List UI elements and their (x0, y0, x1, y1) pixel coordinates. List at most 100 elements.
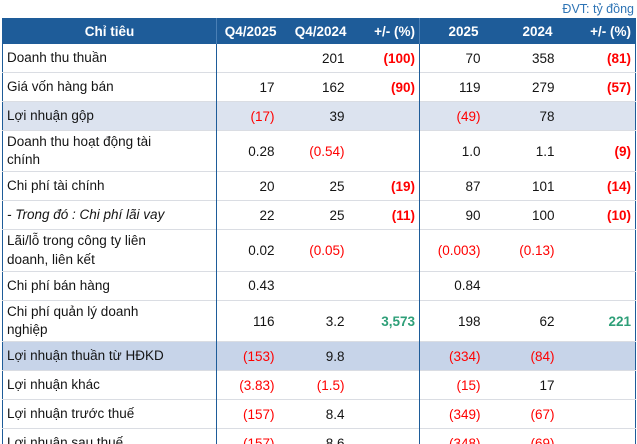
value-cell: (1.5) (290, 370, 361, 400)
row-label: Chi phí bán hàng (2, 270, 217, 301)
value-cell: 87 (419, 171, 493, 201)
value-cell: (9) (566, 129, 636, 172)
row-label: - Trong đó : Chi phí lãi vay (2, 200, 217, 230)
value-cell: (67) (492, 399, 567, 429)
value-cell: 198 (419, 299, 493, 342)
value-cell (566, 101, 636, 131)
value-cell: 78 (492, 101, 567, 131)
header-2024: 2024 (492, 18, 567, 44)
value-cell (360, 229, 420, 272)
value-cell (566, 428, 636, 444)
row-label: Doanh thu hoạt động tài chính (2, 129, 217, 172)
value-cell: 221 (566, 299, 636, 342)
row-label: Lợi nhuận khác (2, 370, 217, 400)
value-cell: (0.13) (492, 229, 567, 272)
value-cell: (3.83) (216, 370, 291, 400)
unit-label: ĐVT: tỷ đồng (562, 2, 634, 16)
value-cell: 201 (321, 50, 345, 66)
value-cell (566, 399, 636, 429)
value-cell: 8.4 (290, 399, 361, 429)
financial-results-table: Chỉ tiêu Q4/2025 Q4/2024 +/- (%) 2025 20… (2, 18, 636, 444)
value-cell: 358 (531, 50, 555, 66)
value-cell: (0.54) (290, 129, 361, 172)
row-label: Lãi/lỗ trong công ty liên doanh, liên kế… (2, 229, 217, 272)
table-row: Lợi nhuận gộp (17) 39 (49) 78 (2, 101, 636, 131)
value-cell: 20 (216, 171, 291, 201)
row-label: Lợi nhuận gộp (2, 101, 217, 131)
value-cell: 1.1 (492, 129, 567, 172)
table-row: Lãi/lỗ trong công ty liên doanh, liên kế… (2, 229, 636, 272)
header-chi-tieu: Chỉ tiêu (2, 18, 217, 44)
value-cell: 3,573 (360, 299, 420, 342)
value-cell: (157) (216, 399, 291, 429)
value-cell: 100 (492, 200, 567, 230)
value-cell: (84) (492, 341, 567, 371)
value-cell: (334) (419, 341, 493, 371)
row-label: Giá vốn hàng bán (2, 72, 217, 102)
value-cell (360, 101, 420, 131)
value-cell: 1.0 (419, 129, 493, 172)
table-header: Chỉ tiêu Q4/2025 Q4/2024 +/- (%) 2025 20… (2, 18, 636, 44)
value-cell (360, 399, 420, 429)
value-cell: 0.43 (216, 270, 291, 301)
table-body: Doanh thu thuần 201 (100) 70 358 (81) Giá vốn … (2, 44, 636, 444)
table-row: Lợi nhuận sau thuế (157) 8.6 (348) (69) (2, 428, 636, 444)
row-label: Chi phí tài chính (2, 171, 217, 201)
value-cell (290, 270, 361, 301)
value-cell: 116 (216, 299, 291, 342)
value-cell: 62 (492, 299, 567, 342)
row-label: Lợi nhuận sau thuế (2, 428, 217, 444)
value-cell: 39 (290, 101, 361, 131)
value-cell: 0.28 (216, 129, 291, 172)
value-cell (360, 370, 420, 400)
value-cell (566, 270, 636, 301)
value-cell: (348) (419, 428, 493, 444)
table-row: Giá vốn hàng bán 17 162 (90) 119 279 (57) (2, 72, 636, 102)
value-cell: 162 (290, 72, 361, 102)
value-cell: 17 (216, 72, 291, 102)
value-cell: 22 (216, 200, 291, 230)
value-cell (360, 129, 420, 172)
value-cell (566, 370, 636, 400)
value-cell: (90) (360, 72, 420, 102)
value-cell: (0.05) (290, 229, 361, 272)
header-change-year: +/- (%) (566, 18, 636, 44)
value-cell: (11) (360, 200, 420, 230)
value-cell (566, 229, 636, 272)
value-cell (566, 341, 636, 371)
row-label: Lợi nhuận thuần từ HĐKD (2, 341, 217, 371)
row-label: Lợi nhuận trước thuế (2, 399, 217, 429)
value-cell: (69) (492, 428, 567, 444)
value-cell: 101 (492, 171, 567, 201)
value-cell: (14) (566, 171, 636, 201)
value-cell: (19) (360, 171, 420, 201)
value-cell: (10) (566, 200, 636, 230)
value-cell: (57) (566, 72, 636, 102)
value-cell (492, 270, 567, 301)
table-row: Lợi nhuận thuần từ HĐKD (153) 9.8 (334) (84) (2, 341, 636, 371)
header-change-quarter: +/- (%) (360, 18, 420, 44)
table-row: - Trong đó : Chi phí lãi vay 22 25 (11) 90 10… (2, 200, 636, 230)
value-cell (360, 270, 420, 301)
value-cell: (15) (419, 370, 493, 400)
value-cell: 25 (290, 200, 361, 230)
value-cell: (17) (216, 101, 291, 131)
value-cell: (153) (216, 341, 291, 371)
row-label: Chi phí quản lý doanh nghiệp (2, 299, 217, 342)
value-cell: 8.6 (290, 428, 361, 444)
value-cell: (100) (360, 44, 420, 73)
header-row: Chỉ tiêu Q4/2025 Q4/2024 +/- (%) 2025 20… (2, 18, 636, 44)
value-cell (360, 428, 420, 444)
value-cell (360, 341, 420, 371)
value-cell: 70 (465, 50, 481, 66)
table-row: Doanh thu hoạt động tài chính 0.28 (0.54) 1… (2, 129, 636, 172)
header-q4-2025: Q4/2025 (216, 18, 291, 44)
value-cell: 0.84 (419, 270, 493, 301)
value-cell: (0.003) (419, 229, 493, 272)
value-cell: (157) (216, 428, 291, 444)
value-cell: (49) (419, 101, 493, 131)
value-cell: (81) (606, 50, 631, 66)
table-row: Lợi nhuận khác (3.83) (1.5) (15) 17 (2, 370, 636, 400)
row-label: Doanh thu thuần (2, 44, 217, 73)
value-cell: 119 (419, 72, 493, 102)
